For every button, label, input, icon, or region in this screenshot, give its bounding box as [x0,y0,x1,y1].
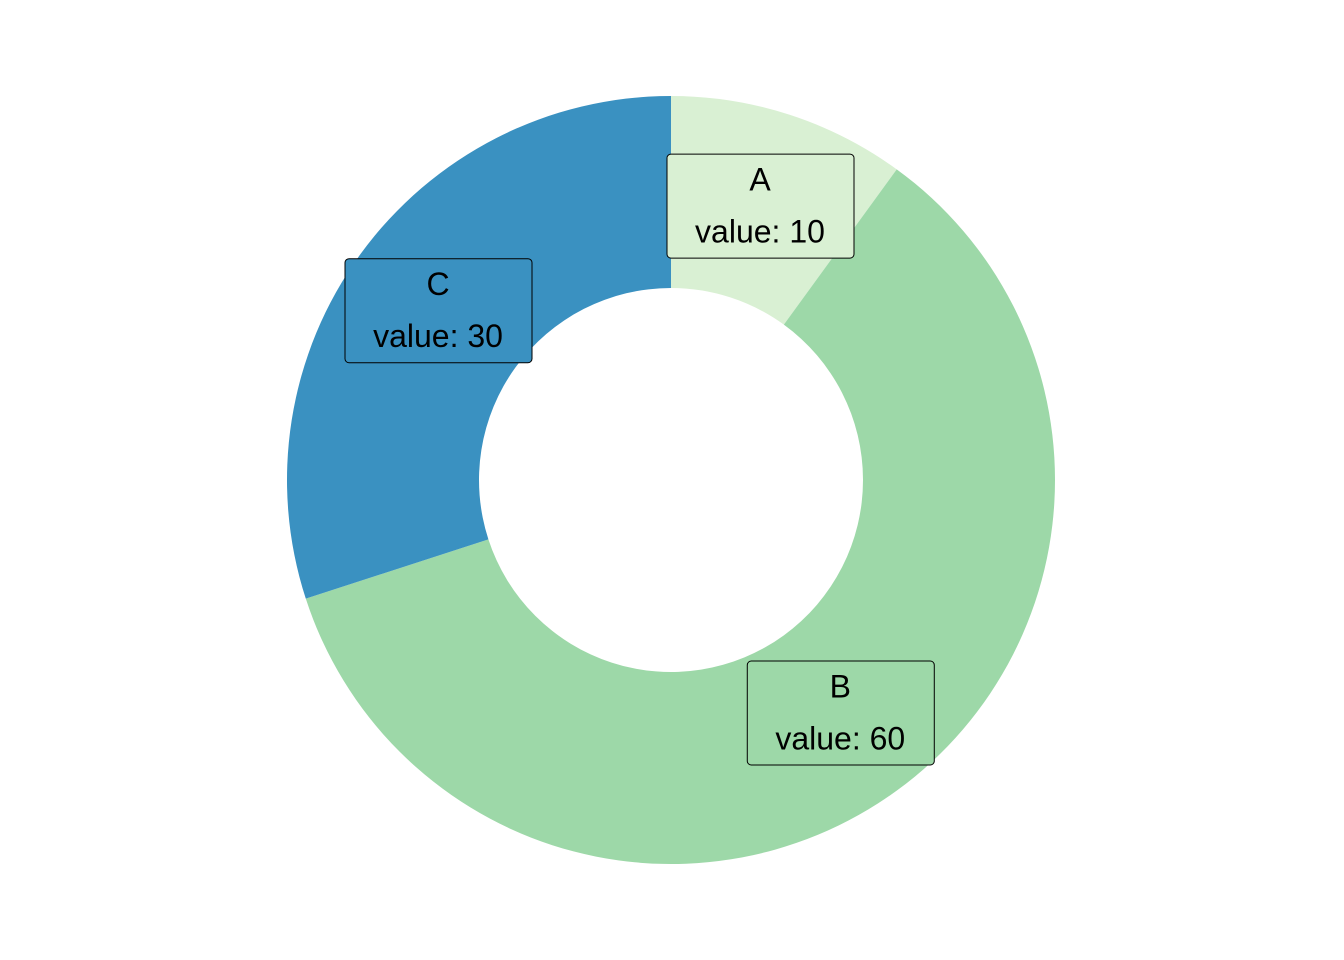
category-label: A [749,162,771,198]
category-label: B [830,668,851,704]
category-label: C [426,266,449,302]
value-label: value: 30 [373,318,503,354]
value-label: value: 60 [775,720,905,756]
label-box [746,660,935,766]
label-box [666,153,855,259]
label-box [344,258,533,364]
value-label: value: 10 [695,214,825,250]
